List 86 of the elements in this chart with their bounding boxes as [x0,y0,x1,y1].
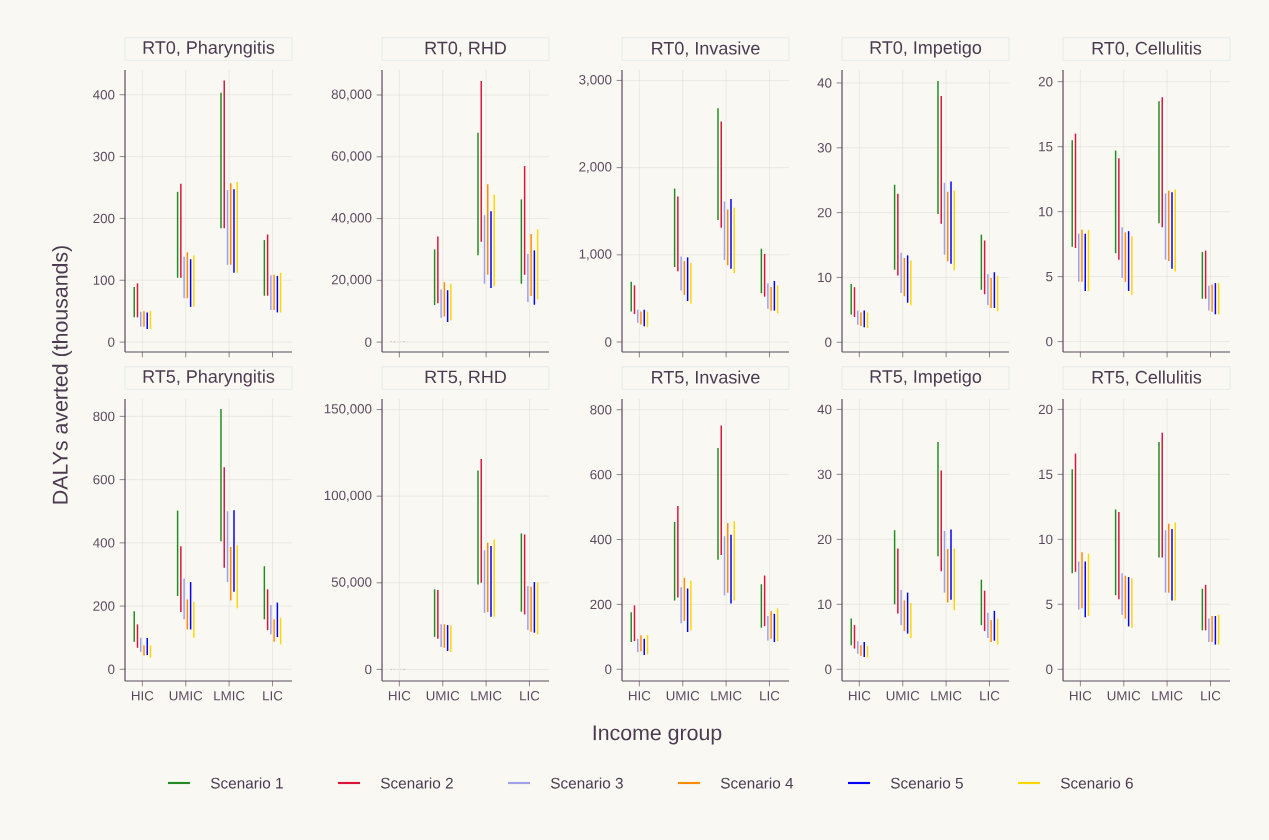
y-tick-label: 40 [817,78,832,88]
x-tick-label: LIC [520,691,540,701]
chart-title: RT5, Cellulitis [1092,370,1202,386]
y-tick-label: 0 [108,337,115,347]
chart-title: RT5, RHD [425,370,506,386]
legend-label: Scenario 1 [210,777,283,789]
y-tick-label: 15 [1039,469,1053,480]
y-tick-label: 0 [605,337,612,347]
y-tick-label: 20,000 [331,274,372,286]
legend-label: Scenario 2 [380,777,453,789]
chart-title: RT0, RHD [425,41,506,57]
x-tick-label: UMIC [426,691,460,701]
y-tick-label: 200 [93,601,115,611]
y-tick-label: 0 [1046,664,1053,675]
y-tick-label: 100,000 [324,490,372,502]
x-tick-label: HIC [1069,691,1092,701]
y-tick-label: 40 [817,404,832,415]
x-tick-label: LMIC [711,691,742,701]
y-tick-label: 10 [818,272,832,283]
y-tick-label: 0 [108,664,115,675]
x-tick-label: LIC [1201,691,1221,701]
y-tick-label: 600 [93,474,115,485]
y-tick-label: 30 [817,143,832,153]
x-tick-label: LMIC [931,691,962,701]
y-tick-label: 100 [93,275,115,285]
y-tick-label: 1,000 [579,249,612,261]
y-tick-label: 800 [93,411,115,422]
x-tick-label: LMIC [1152,691,1183,701]
y-tick-label: 60,000 [331,151,372,163]
y-tick-label: 400 [590,534,612,545]
y-tick-label: 0 [365,664,372,675]
x-tick-label: HIC [848,691,871,701]
y-tick-label: 10 [1039,206,1053,217]
x-tick-label: HIC [131,691,154,701]
y-tick-label: 150,000 [324,404,372,416]
y-tick-label: 80,000 [331,89,372,101]
y-tick-label: 15 [1039,142,1053,152]
chart-title: RT0, Impetigo [870,40,982,58]
y-tick-label: 10 [818,599,832,610]
x-tick-label: LIC [760,691,780,701]
y-tick-label: 40,000 [331,213,372,225]
x-tick-label: LIC [980,691,1000,701]
y-tick-label: 0 [605,664,612,675]
y-tick-label: 2,000 [579,162,612,174]
y-tick-label: 20 [1038,404,1053,415]
y-tick-label: 20 [817,207,832,218]
x-tick-label: UMIC [666,691,700,701]
y-tick-label: 5 [1046,599,1053,609]
chart-title: RT5, Impetigo [870,369,982,387]
y-tick-label: 20 [817,534,832,545]
y-tick-label: 20 [1038,76,1053,87]
chart-title: RT0, Invasive [652,41,760,57]
x-tick-label: LMIC [471,691,502,701]
y-tick-label: 400 [93,90,115,100]
y-tick-label: 200 [590,599,612,610]
x-tick-label: LIC [263,691,283,701]
legend-label: Scenario 3 [550,777,623,789]
y-tick-label: 3,000 [579,74,612,86]
x-tick-label: HIC [628,691,651,701]
legend-label: Scenario 4 [720,777,794,789]
x-tick-label: LMIC [214,691,245,701]
y-tick-label: 0 [825,337,832,347]
chart-title: RT0, Cellulitis [1092,41,1202,57]
x-tick-label: HIC [388,691,411,701]
y-tick-label: 30 [817,469,832,480]
y-tick-label: 5 [1046,271,1053,282]
y-tick-label: 0 [365,337,372,347]
y-tick-label: 600 [590,469,612,480]
y-tick-label: 10 [1039,534,1053,545]
x-tick-label: UMIC [1107,691,1141,701]
y-axis-title: DALYs averted (thousands) [52,246,72,504]
legend-label: Scenario 5 [890,777,963,789]
chart-title: RT5, Pharyngitis [143,369,275,387]
y-tick-label: 800 [590,405,612,415]
y-tick-label: 50,000 [331,577,372,589]
y-tick-label: 200 [93,213,115,224]
y-tick-label: 400 [93,538,115,548]
chart-title: RT0, Pharyngitis [143,40,275,58]
x-axis-title: Income group [593,725,722,745]
y-tick-label: 300 [93,151,115,162]
x-tick-label: UMIC [886,691,920,701]
chart-title: RT5, Invasive [652,370,760,386]
y-tick-label: 0 [825,664,832,675]
legend-label: Scenario 6 [1060,777,1133,789]
x-tick-label: UMIC [169,691,203,701]
y-tick-label: 0 [1046,336,1053,347]
